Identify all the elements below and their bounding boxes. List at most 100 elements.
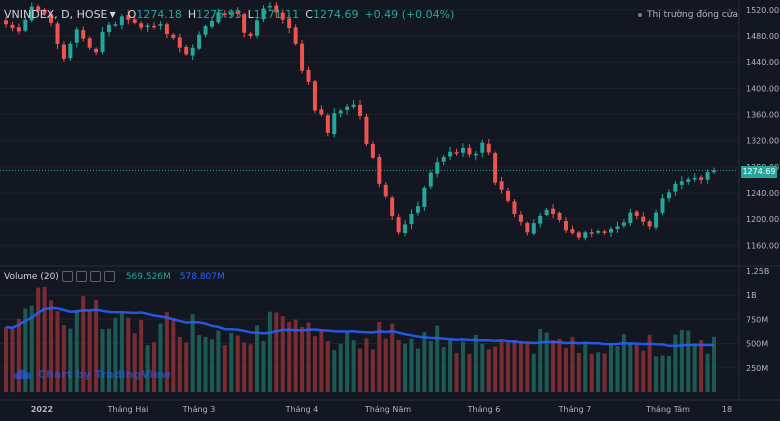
volume-bar	[68, 328, 73, 392]
volume-bar	[403, 343, 408, 392]
change-value: +0.49 (+0.04%)	[364, 8, 455, 21]
candle-body	[422, 187, 427, 207]
volume-bar	[351, 340, 356, 392]
candle-body	[325, 115, 330, 133]
candle-body	[94, 48, 99, 53]
time-tick-label: 18	[722, 405, 732, 414]
volume-bar	[364, 338, 369, 392]
volume-bar	[409, 338, 414, 392]
price-tick-label: 1320.00	[746, 137, 779, 146]
eye-icon[interactable]	[61, 271, 73, 282]
candle-body	[506, 190, 511, 201]
volume-bar	[23, 308, 28, 392]
volume-bar	[525, 343, 530, 392]
volume-bar	[647, 334, 652, 392]
candle-body	[255, 20, 260, 36]
volume-bar	[145, 345, 150, 392]
volume-bar	[248, 344, 253, 392]
symbol-title[interactable]: VNINDEX, D, HOSE	[4, 8, 108, 21]
volume-bar	[4, 326, 8, 392]
volume-bar	[152, 342, 157, 392]
volume-bar	[454, 352, 459, 392]
candle-body	[576, 232, 581, 238]
volume-bar	[132, 333, 137, 392]
candle-body	[493, 153, 498, 183]
volume-bar	[358, 348, 362, 392]
volume-ma-line	[5, 306, 715, 348]
candle-body	[383, 184, 388, 197]
low-label: L	[247, 8, 254, 21]
volume-bar	[325, 341, 330, 392]
volume-bar	[460, 341, 465, 392]
volume-bar	[506, 342, 511, 392]
candle-body	[235, 11, 240, 14]
candle-body	[673, 183, 678, 192]
price-tick-label: 1480.00	[746, 32, 779, 41]
price-tick-label: 1240.00	[746, 189, 779, 198]
volume-bar	[274, 312, 279, 392]
volume-bar	[576, 352, 581, 392]
candle-body	[171, 34, 176, 38]
tradingview-watermark[interactable]: Chart by TradingView	[14, 368, 171, 381]
volume-bar	[473, 334, 478, 392]
volume-bar	[222, 345, 227, 392]
volume-bar	[10, 328, 15, 392]
volume-bar	[512, 340, 517, 392]
volume-tick-label: 750M	[746, 315, 768, 324]
high-value: 1275.93	[196, 8, 242, 21]
close-icon[interactable]	[89, 271, 101, 282]
volume-bar	[197, 335, 202, 392]
volume-bar	[538, 329, 543, 392]
candle-body	[338, 110, 343, 114]
settings-icon[interactable]	[75, 271, 87, 282]
candle-body	[525, 222, 530, 233]
volume-bar	[338, 343, 343, 392]
volume-bar	[94, 299, 99, 392]
candle-body	[364, 116, 369, 144]
candle-body	[480, 142, 485, 153]
volume-bar	[621, 334, 626, 392]
candle-body	[351, 104, 356, 107]
volume-bar	[280, 316, 285, 392]
candle-body	[570, 229, 575, 233]
candle-body	[396, 217, 401, 233]
price-tick-label: 1200.00	[746, 215, 779, 224]
volume-bar	[712, 336, 716, 392]
candle-body	[557, 212, 562, 220]
volume-bar	[660, 355, 665, 392]
candle-body	[705, 172, 710, 180]
volume-title[interactable]: Volume (20)	[4, 271, 59, 282]
candle-body	[248, 33, 253, 36]
chevron-down-icon[interactable]: ▼	[109, 10, 116, 19]
volume-bar	[171, 319, 176, 392]
candle-body	[641, 216, 646, 222]
candle-body	[518, 214, 523, 222]
candle-body	[596, 230, 601, 233]
candle-body	[145, 25, 150, 28]
volume-bar	[448, 340, 453, 392]
candle-body	[692, 177, 697, 180]
candle-body	[10, 24, 15, 29]
volume-bar	[641, 350, 646, 392]
more-icon[interactable]	[103, 271, 115, 282]
chart-legend: VNINDEX, D, HOSE ▼ O 1274.18 H 1275.93 L 12…	[4, 8, 454, 21]
candle-body	[358, 104, 362, 116]
candle-body	[126, 15, 131, 20]
volume-bar	[255, 325, 260, 392]
volume-bar	[74, 309, 79, 392]
volume-bar	[158, 323, 163, 392]
candle-body	[55, 23, 60, 44]
candle-body	[454, 152, 459, 154]
candle-body	[602, 231, 607, 233]
candle-body	[119, 16, 124, 26]
candle-body	[531, 223, 536, 234]
volume-bar	[242, 342, 247, 392]
candle-body	[377, 157, 382, 184]
candle-body	[538, 215, 543, 224]
candle-body	[666, 192, 671, 199]
volume-bar	[551, 340, 556, 392]
candle-body	[441, 157, 446, 162]
candle-body	[29, 6, 34, 21]
candle-body	[209, 20, 214, 27]
